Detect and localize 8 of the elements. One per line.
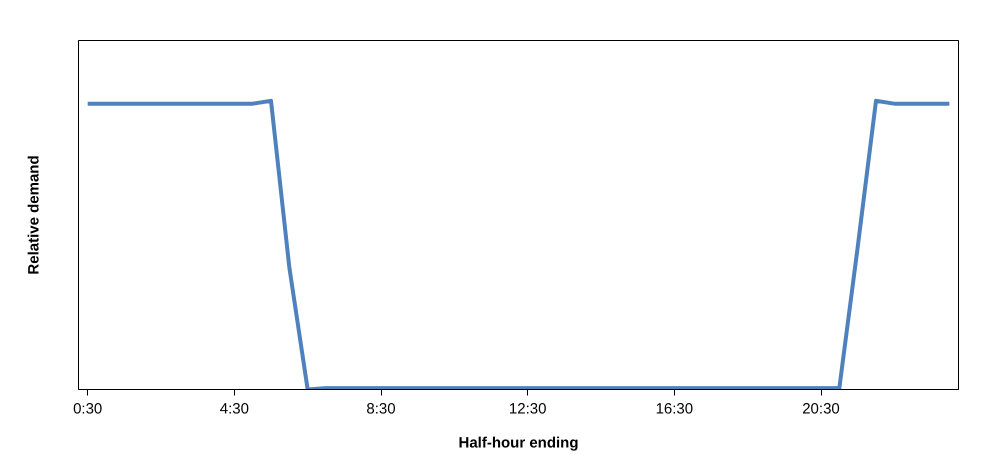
x-axis-title: Half-hour ending [458,434,579,452]
y-axis-title: Relative demand [26,155,42,275]
x-tick-label: 0:30 [73,400,102,418]
x-tick-label: 16:30 [656,400,694,418]
x-tick-label: 8:30 [366,400,396,418]
x-tick-label: 20:30 [802,400,840,418]
x-tick-label: 12:30 [508,400,546,418]
x-tick-label: 4:30 [220,400,249,418]
